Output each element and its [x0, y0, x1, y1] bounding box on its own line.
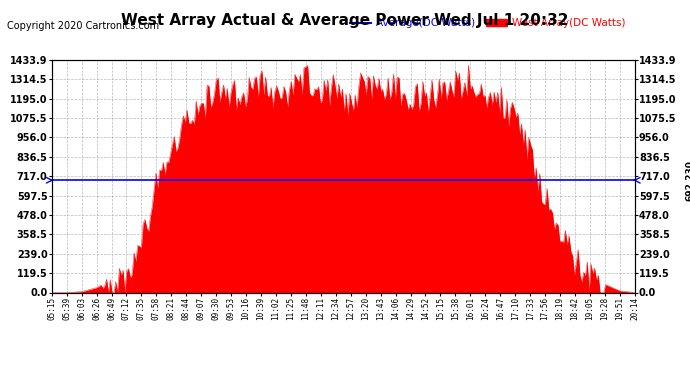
Text: West Array Actual & Average Power Wed Jul 1 20:32: West Array Actual & Average Power Wed Ju…: [121, 13, 569, 28]
Text: Copyright 2020 Cartronics.com: Copyright 2020 Cartronics.com: [7, 21, 159, 31]
Text: 692.230: 692.230: [0, 160, 1, 201]
Text: 692.230: 692.230: [686, 160, 690, 201]
Legend: Average(DC Watts), West Array(DC Watts): Average(DC Watts), West Array(DC Watts): [346, 14, 629, 32]
